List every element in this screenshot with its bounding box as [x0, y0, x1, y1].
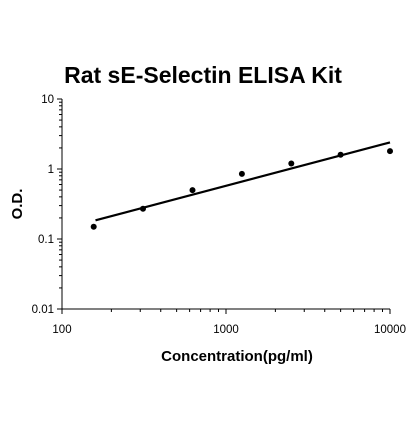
data-point [238, 170, 245, 177]
y-tick-label: 0.01 [32, 304, 54, 316]
plot-area: 0.01 0.1 1 10 100 1000 10000 [32, 94, 406, 336]
fit-curve-line [95, 141, 391, 222]
chart-title: Rat sE-Selectin ELISA Kit [64, 62, 342, 88]
x-tick-label: 1000 [213, 324, 239, 336]
data-point [140, 205, 146, 212]
y-axis-label: O.D. [9, 189, 26, 220]
x-tick-label: 100 [52, 324, 71, 336]
data-point [90, 223, 97, 230]
y-tick-label: 1 [48, 164, 54, 176]
data-point [387, 148, 393, 155]
x-axis-label: Concentration(pg/ml) [161, 348, 313, 365]
data-point [189, 187, 196, 194]
y-tick-label: 0.1 [38, 234, 54, 246]
x-tick-label: 10000 [374, 324, 406, 336]
data-point [288, 160, 295, 167]
data-point [337, 151, 344, 158]
y-tick-label: 10 [41, 94, 54, 106]
